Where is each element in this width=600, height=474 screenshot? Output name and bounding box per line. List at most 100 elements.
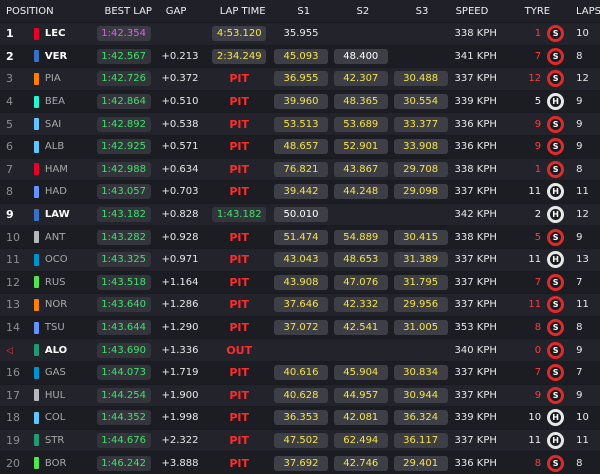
table-row[interactable]: 18 COL 1:44.352 +1.998 PIT 36.353 42.081 36.324… xyxy=(0,406,600,429)
sector2-value: 47.076 xyxy=(333,274,388,290)
soft-tyre-icon: S xyxy=(547,386,565,404)
position-cell: 3 xyxy=(0,72,34,85)
speed-cell: 337 KPH xyxy=(454,389,497,401)
sector1-cell: 36.955 xyxy=(271,71,331,87)
table-row[interactable]: 1 LEC 1:42.354 4:53.120 35.955 338 KPH 1 S 10 xyxy=(0,22,600,45)
sector1-cell: 40.628 xyxy=(271,387,331,403)
table-row[interactable]: 6 ALB 1:42.925 +0.571 PIT 48.657 52.901 33.908 3… xyxy=(0,134,600,158)
table-row[interactable]: 8 HAD 1:43.057 +0.703 PIT 39.442 44.248 29.098 3… xyxy=(0,180,600,203)
position-number: 7 xyxy=(6,162,13,176)
sector2-value: 42.307 xyxy=(333,71,388,87)
position-number: 2 xyxy=(6,49,14,63)
lap-time-cell: PIT xyxy=(207,434,271,447)
table-row[interactable]: 20 BOR 1:46.242 +3.888 PIT 37.692 42.746 29.401… xyxy=(0,451,600,474)
gap-cell: +0.634 xyxy=(161,163,199,175)
gap-cell: +0.538 xyxy=(161,118,199,130)
gap-cell: +1.719 xyxy=(161,367,199,379)
soft-tyre-icon: S xyxy=(547,70,565,88)
lap-time-cell: PIT xyxy=(207,298,271,311)
table-row[interactable]: 17 HUL 1:44.254 +1.900 PIT 40.628 44.957 30.944… xyxy=(0,383,600,407)
sector2-cell: 44.248 xyxy=(331,184,391,200)
sector3-cell: 33.377 xyxy=(391,116,451,132)
best-lap-value: 1:44.073 xyxy=(96,365,151,381)
position-number: 11 xyxy=(6,253,20,267)
gap-cell: +0.971 xyxy=(161,254,199,266)
best-lap-cell: 1:43.057 xyxy=(90,184,158,200)
sector1-value: 39.960 xyxy=(274,94,328,110)
position-cell: 9 xyxy=(0,208,34,221)
table-row[interactable]: 11 OCO 1:43.325 +0.971 PIT 43.043 48.653 31.389… xyxy=(0,247,600,271)
best-lap-value: 1:43.518 xyxy=(96,274,151,290)
speed-cell: 338 KPH xyxy=(454,28,497,40)
sector2-cell: 48.653 xyxy=(331,252,391,268)
driver-cell: HAM xyxy=(33,163,90,176)
table-row[interactable]: ◁ ALO 1:43.690 +1.336 OUT 340 KPH 0 S 9 xyxy=(0,338,600,361)
sector1-value: 39.442 xyxy=(274,184,328,200)
sector1-cell: 47.502 xyxy=(271,432,331,448)
laps-cell: 10 xyxy=(576,412,589,424)
speed-cell: 342 KPH xyxy=(454,209,497,221)
sector3-cell: 31.389 xyxy=(391,252,451,268)
driver-code: HAM xyxy=(44,163,68,175)
team-color-bar xyxy=(33,411,39,424)
timing-rows: 1 LEC 1:42.354 4:53.120 35.955 338 KPH 1 S 10 2 VE… xyxy=(0,22,600,474)
best-lap-value: 1:43.644 xyxy=(96,320,151,336)
hard-tyre-icon: H xyxy=(547,93,565,111)
soft-tyre-icon: S xyxy=(547,341,565,359)
sector2-value xyxy=(334,213,388,217)
driver-code: COL xyxy=(44,412,66,424)
position-cell: 13 xyxy=(0,298,34,311)
table-row[interactable]: 19 STR 1:44.676 +2.322 PIT 47.502 62.494 36.117… xyxy=(0,428,600,452)
tyre-cell: 11 S xyxy=(510,296,570,314)
sector3-cell: 29.708 xyxy=(391,161,451,177)
sector3-value xyxy=(394,32,448,36)
sector3-cell: 30.554 xyxy=(391,94,451,110)
best-lap-cell: 1:43.282 xyxy=(90,229,158,245)
driver-code: LAW xyxy=(44,209,70,221)
table-row[interactable]: 7 HAM 1:42.988 +0.634 PIT 76.821 43.867 29.708 3… xyxy=(0,157,600,181)
position-number: 20 xyxy=(6,456,20,470)
laps-cell: 11 xyxy=(576,434,589,446)
best-lap-value: 1:44.254 xyxy=(96,387,151,403)
table-row[interactable]: 10 ANT 1:43.282 +0.928 PIT 51.474 54.889 30.415… xyxy=(0,225,600,248)
sector1-cell: 35.955 xyxy=(271,26,331,41)
tyre-age: 10 xyxy=(528,412,542,424)
sector3-value: 29.401 xyxy=(393,455,448,471)
sector1-cell: 37.692 xyxy=(271,455,331,471)
table-row[interactable]: 9 LAW 1:43.182 +0.828 1:43.182 50.010 342 KPH 2… xyxy=(0,202,600,226)
laps-cell: 8 xyxy=(576,457,583,469)
header-s2: S2 xyxy=(356,5,370,17)
position-number: 13 xyxy=(6,298,20,312)
sector2-cell: 48.365 xyxy=(331,94,391,110)
tyre-age: 7 xyxy=(534,276,542,288)
position-cell: ◁ xyxy=(0,345,34,356)
speed-cell: 337 KPH xyxy=(454,254,497,266)
table-row[interactable]: 4 BEA 1:42.864 +0.510 PIT 39.960 48.365 30.554 3… xyxy=(0,89,600,113)
sector3-value: 31.795 xyxy=(393,274,448,290)
table-row[interactable]: 12 RUS 1:43.518 +1.164 PIT 43.908 47.076 31.795… xyxy=(0,270,600,294)
position-cell: 12 xyxy=(0,276,34,289)
sector2-value: 43.867 xyxy=(333,161,388,177)
sector3-value: 31.005 xyxy=(393,320,448,336)
position-number: 14 xyxy=(6,321,20,335)
table-row[interactable]: 14 TSU 1:43.644 +1.290 PIT 37.072 42.541 31.005… xyxy=(0,315,600,339)
gap-cell: +1.900 xyxy=(161,389,199,401)
table-row[interactable]: 16 GAS 1:44.073 +1.719 PIT 40.616 45.904 30.834… xyxy=(0,360,600,384)
laps-cell: 13 xyxy=(576,254,589,266)
sector2-cell: 48.400 xyxy=(331,48,391,64)
sector2-value: 42.541 xyxy=(333,320,388,336)
table-row[interactable]: 3 PIA 1:42.726 +0.372 PIT 36.955 42.307 30.488 3… xyxy=(0,67,600,90)
sector1-cell: 37.646 xyxy=(271,297,331,313)
table-row[interactable]: 5 SAI 1:42.892 +0.538 PIT 53.513 53.689 33.377 3… xyxy=(0,112,600,135)
table-row[interactable]: 13 NOR 1:43.640 +1.286 PIT 37.646 42.332 29.956… xyxy=(0,293,600,316)
tyre-age: 7 xyxy=(534,367,542,379)
sector3-cell: 31.005 xyxy=(391,320,451,336)
gap-cell: +1.336 xyxy=(161,344,199,356)
best-lap-cell: 1:42.567 xyxy=(90,48,158,64)
header-speed: SPEED xyxy=(455,5,489,17)
sector2-cell xyxy=(331,213,391,217)
sector1-value: 51.474 xyxy=(274,229,328,245)
table-row[interactable]: 2 VER 1:42.567 +0.213 2:34.249 45.093 48.400 34… xyxy=(0,44,600,68)
position-cell: 5 xyxy=(0,118,34,131)
